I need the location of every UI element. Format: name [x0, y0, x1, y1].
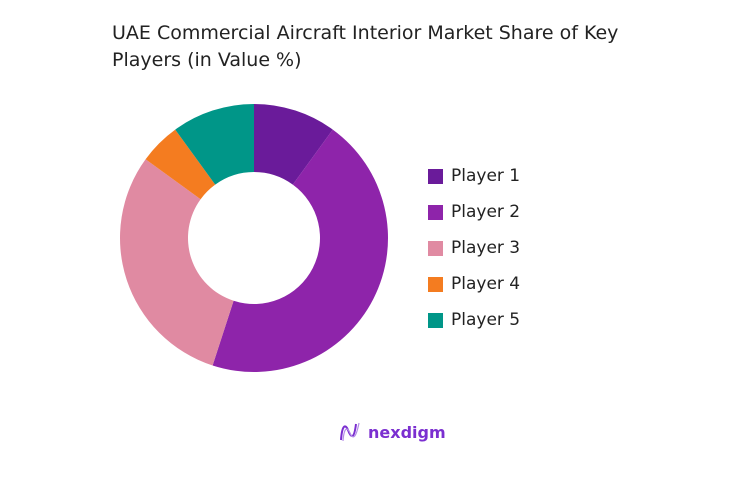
donut-slice-2	[212, 129, 388, 372]
legend-item-4: Player 4	[428, 266, 520, 302]
legend-label: Player 5	[451, 310, 521, 330]
nexdigm-logo-icon	[340, 422, 360, 442]
donut-slice-5	[175, 104, 254, 185]
nexdigm-logo: nexdigm	[338, 420, 446, 444]
donut-slice-1	[254, 104, 333, 185]
chart-title: UAE Commercial Aircraft Interior Market …	[112, 22, 619, 71]
legend-item-5: Player 5	[428, 302, 520, 338]
legend-label: Player 4	[451, 274, 521, 294]
legend-swatch	[428, 204, 443, 220]
legend-label: Player 1	[451, 166, 521, 186]
legend-label: Player 2	[451, 202, 521, 222]
legend-swatch	[428, 276, 443, 292]
donut-slice-4	[145, 129, 216, 200]
legend-item-3: Player 3	[428, 230, 520, 266]
legend-item-1: Player 1	[428, 158, 520, 194]
legend-item-2: Player 2	[428, 194, 520, 230]
donut-slice-3	[119, 159, 234, 366]
legend-swatch	[428, 312, 443, 328]
logo-text: nexdigm	[368, 422, 446, 442]
legend-label: Player 3	[451, 238, 521, 258]
legend-swatch	[428, 168, 443, 184]
legend: Player 1 Player 2 Player 3 Player 4 Player 5	[428, 158, 520, 338]
legend-swatch	[428, 240, 443, 256]
